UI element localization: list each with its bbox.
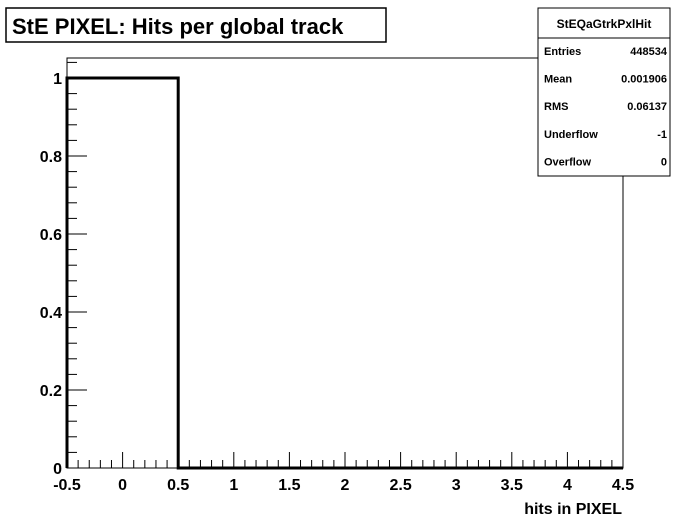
- stats-box-frame: [537, 7, 671, 177]
- x-tick-label: 4: [563, 477, 572, 494]
- stats-row-value: 0.001906: [621, 74, 667, 86]
- x-tick-label: 0.5: [167, 477, 189, 494]
- stats-box-name: StEQaGtrkPxlHit: [557, 17, 652, 31]
- histogram-bin: [67, 78, 178, 468]
- stats-box: StEQaGtrkPxlHit Entries 448534 Mean 0.00190…: [537, 7, 671, 177]
- x-tick-label: 2.5: [389, 477, 411, 494]
- stats-row-value: 0.06137: [627, 101, 667, 113]
- chart-title: StE PIXEL: Hits per global track: [12, 14, 344, 39]
- histogram-outline: [65, 76, 623, 470]
- x-tick-label: 3.5: [501, 477, 523, 494]
- y-tick-label: 0.2: [40, 383, 62, 400]
- x-axis: -0.5 0 0.5 1 1.5 2 2.5 3 3.5 4 4.5: [53, 452, 634, 494]
- stats-row-label: Entries: [544, 46, 581, 58]
- title-box: [5, 7, 387, 43]
- x-tick-label: 3: [452, 477, 461, 494]
- histogram-bars: [65, 76, 623, 470]
- stats-row-value: 0: [661, 156, 667, 168]
- y-tick-label: 0.4: [40, 305, 62, 322]
- y-tick-label: 1: [53, 71, 62, 88]
- stats-row-label: Underflow: [544, 129, 598, 141]
- stats-row-value: -1: [657, 129, 667, 141]
- stats-row-label: Overflow: [544, 156, 592, 168]
- stats-row-value: 448534: [630, 46, 668, 58]
- y-axis: 0 0.2 0.4 0.6 0.8 1: [40, 58, 87, 478]
- x-tick-label: 2: [341, 477, 350, 494]
- stats-row-label: RMS: [544, 101, 568, 113]
- y-tick-label: 0.6: [40, 227, 62, 244]
- x-tick-label: 1: [229, 477, 238, 494]
- y-tick-label: 0: [53, 461, 62, 478]
- y-tick-label: 0.8: [40, 149, 62, 166]
- x-tick-label: -0.5: [53, 477, 81, 494]
- stats-row-label: Mean: [544, 74, 572, 86]
- x-axis-label: hits in PIXEL: [524, 501, 622, 518]
- x-tick-label: 4.5: [612, 477, 634, 494]
- x-tick-label: 1.5: [278, 477, 300, 494]
- x-tick-label: 0: [118, 477, 127, 494]
